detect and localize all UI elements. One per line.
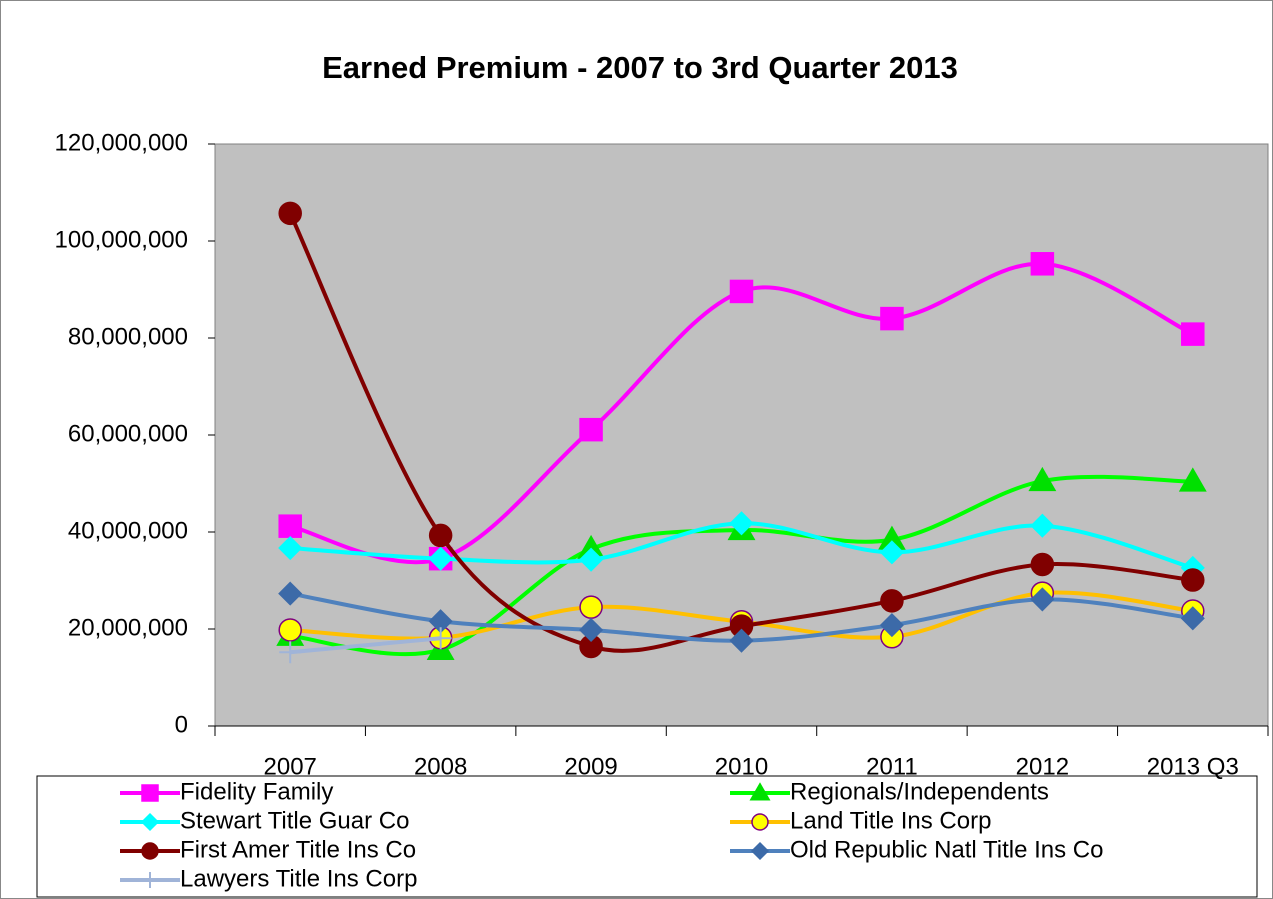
marker — [279, 641, 302, 664]
marker — [880, 306, 904, 331]
marker — [1030, 587, 1055, 612]
marker — [749, 782, 771, 801]
legend-label: Stewart Title Guar Co — [180, 807, 409, 834]
marker — [140, 812, 160, 832]
marker — [729, 279, 754, 304]
marker — [1178, 467, 1207, 492]
marker — [879, 613, 904, 638]
chart-title: Earned Premium - 2007 to 3rd Quarter 201… — [322, 50, 958, 85]
y-tick-label: 20,000,000 — [68, 614, 188, 641]
marker — [729, 511, 754, 536]
marker — [1181, 568, 1205, 592]
legend-label: Land Title Ins Corp — [790, 807, 991, 834]
marker — [278, 618, 302, 642]
marker — [141, 784, 159, 802]
marker — [1181, 322, 1205, 346]
y-tick-label: 0 — [175, 711, 188, 738]
marker — [1030, 513, 1055, 538]
marker — [579, 547, 604, 572]
marker — [1180, 606, 1205, 631]
x-tick-label: 2012 — [1016, 753, 1069, 780]
x-tick-label: 2009 — [564, 753, 617, 780]
y-tick-label: 40,000,000 — [68, 517, 188, 544]
x-tick-label: 2007 — [264, 753, 317, 780]
y-tick-label: 100,000,000 — [55, 226, 188, 253]
y-tick-label: 120,000,000 — [55, 129, 188, 156]
legend-label: Lawyers Title Ins Corp — [180, 865, 417, 892]
marker — [278, 581, 303, 606]
marker — [141, 842, 159, 860]
marker — [428, 546, 453, 571]
legend-label: Regionals/Independents — [790, 778, 1049, 805]
legend-label: Fidelity Family — [180, 778, 333, 805]
series-line — [290, 636, 441, 655]
legend-label: Old Republic Natl Title Ins Co — [790, 836, 1103, 863]
marker — [278, 201, 302, 226]
marker — [750, 841, 770, 861]
marker — [142, 872, 158, 888]
marker — [579, 595, 603, 619]
marker — [278, 535, 303, 561]
x-tick-label: 2008 — [414, 753, 467, 780]
marker — [579, 417, 603, 442]
marker — [429, 627, 452, 650]
marker — [1030, 252, 1055, 276]
x-tick-label: 2013 Q3 — [1147, 753, 1239, 780]
marker — [879, 540, 904, 565]
marker — [1028, 466, 1057, 492]
marker — [1030, 552, 1055, 577]
y-tick-label: 80,000,000 — [68, 323, 188, 350]
marker — [729, 628, 754, 653]
legend-box — [36, 775, 1258, 898]
y-tick-label: 60,000,000 — [68, 420, 188, 447]
marker — [751, 813, 769, 831]
marker — [880, 589, 904, 613]
x-tick-label: 2011 — [866, 753, 918, 780]
marker — [428, 523, 453, 548]
marker — [579, 617, 604, 643]
marker — [278, 514, 302, 538]
legend-label: First Amer Title Ins Co — [180, 836, 416, 863]
x-tick-label: 2010 — [715, 753, 768, 780]
